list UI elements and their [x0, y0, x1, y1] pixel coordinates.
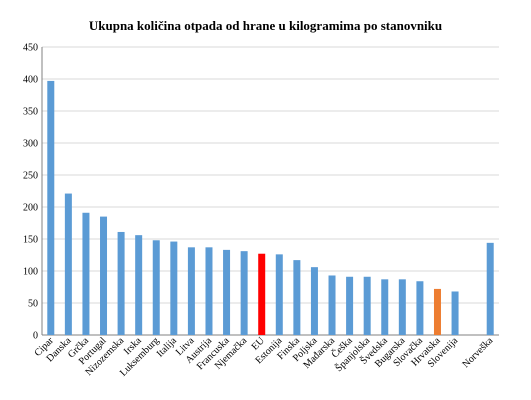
- bar-nizozemska: [117, 231, 125, 335]
- x-tick-labels: CiparDanskaGrčkaPortugalNizozemskaIrskaL…: [32, 334, 495, 379]
- bar-italija: [170, 241, 178, 335]
- bar-danska: [64, 193, 72, 335]
- y-tick-labels: 0 50 100 150 200 250 300 350 400 450: [23, 43, 38, 342]
- bar-austrija: [205, 247, 213, 335]
- bar-litva: [187, 247, 195, 335]
- bars: [47, 80, 494, 335]
- bar-eu: [258, 253, 266, 335]
- y-tick-label: 300: [23, 139, 38, 150]
- gridlines: [42, 46, 499, 304]
- y-tick-label: 350: [23, 107, 38, 118]
- y-tick-label: 150: [23, 235, 38, 246]
- chart-title: Ukupna količina otpada od hrane u kilogr…: [88, 18, 443, 33]
- y-tick-label: 250: [23, 171, 38, 182]
- bar-estonija: [275, 254, 283, 335]
- y-tick-label: 450: [23, 43, 38, 54]
- bar-slovacka: [416, 281, 424, 335]
- bar-finska: [293, 260, 301, 335]
- bar-francuska: [223, 249, 231, 335]
- bar-hrvatska: [433, 288, 441, 335]
- y-tick-label: 50: [28, 299, 38, 310]
- y-tick-label: 0: [33, 331, 38, 342]
- bar-ceska: [346, 276, 354, 335]
- bar-luksemburg: [152, 240, 160, 335]
- x-tick-label: Norveška: [460, 335, 495, 370]
- bar-norveska: [486, 242, 494, 335]
- bar-spanjolska: [363, 276, 371, 335]
- bar-slovenija: [451, 291, 459, 335]
- bar-portugal: [100, 216, 108, 335]
- bar-grcka: [82, 212, 90, 335]
- axes: [41, 47, 499, 336]
- bar-njemacka: [240, 251, 248, 335]
- bar-irska: [135, 235, 143, 335]
- y-tick-label: 400: [23, 75, 38, 86]
- bar-bugarska: [398, 279, 406, 335]
- y-tick-label: 200: [23, 203, 38, 214]
- bar-svedska: [381, 279, 389, 335]
- bar-ma-arska: [328, 275, 336, 335]
- y-tick-label: 100: [23, 267, 38, 278]
- bar-cipar: [47, 80, 55, 335]
- bar-poljska: [310, 267, 318, 335]
